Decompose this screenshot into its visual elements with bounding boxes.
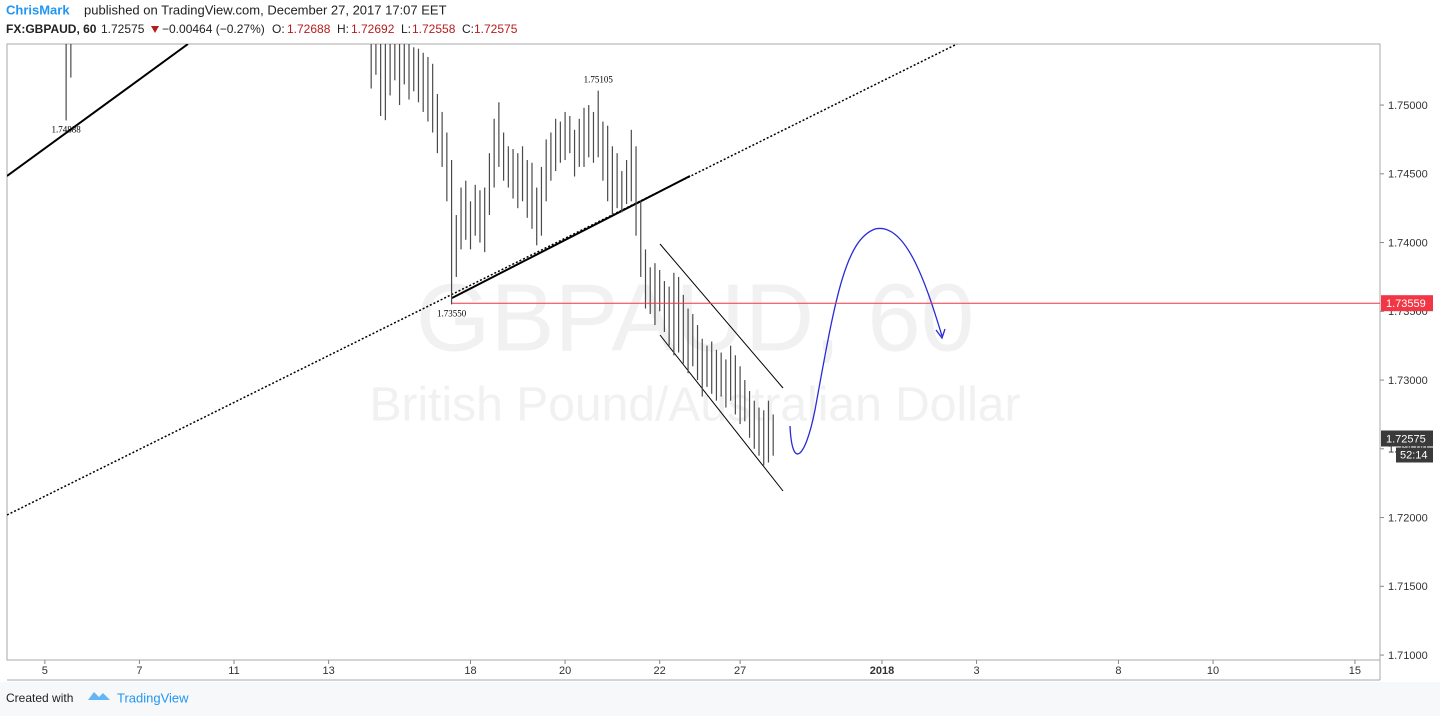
close-label: C: xyxy=(462,22,474,36)
brand-logo[interactable] xyxy=(88,692,110,700)
low-label: L: xyxy=(401,22,411,36)
watermark-sub: British Pound/Australian Dollar xyxy=(370,379,1021,432)
trend-line-dotted xyxy=(7,44,958,516)
x-tick-label: 15 xyxy=(1349,665,1361,677)
x-tick-label: 22 xyxy=(654,665,666,677)
change: −0.00464 (−0.27%) xyxy=(162,22,265,36)
high-label: H: xyxy=(337,22,349,36)
high: 1.72692 xyxy=(351,22,395,36)
x-tick-label: 11 xyxy=(228,665,239,677)
y-tick-label: 1.72000 xyxy=(1388,512,1428,524)
x-tick-label: 10 xyxy=(1207,665,1219,677)
open-label: O: xyxy=(272,22,285,36)
price-annotation: 1.74888 xyxy=(51,125,81,135)
trend-line xyxy=(7,44,189,177)
trend-line xyxy=(451,175,691,299)
y-tick-label: 1.75000 xyxy=(1388,100,1428,112)
open: 1.72688 xyxy=(287,22,331,36)
price-annotation: 1.75105 xyxy=(584,75,614,85)
x-tick-label: 7 xyxy=(136,665,142,677)
x-tick-label: 5 xyxy=(42,665,48,677)
x-tick-label: 3 xyxy=(974,665,980,677)
y-tick-label: 1.74000 xyxy=(1388,237,1428,249)
projection-arrow xyxy=(935,328,946,340)
x-tick-label: 27 xyxy=(734,665,746,677)
price-annotation: 1.73550 xyxy=(437,308,467,318)
countdown: 52:14 xyxy=(1400,449,1428,461)
level-tag xyxy=(1381,295,1433,312)
drawings xyxy=(7,44,958,516)
countdown-tag xyxy=(1396,447,1433,463)
channel-line xyxy=(659,243,784,389)
bars xyxy=(65,44,774,466)
price-tag xyxy=(1381,430,1433,447)
symbol: FX:GBPAUD, 60 xyxy=(6,22,97,36)
low: 1.72558 xyxy=(412,22,456,36)
last-price: 1.72575 xyxy=(101,22,145,36)
close: 1.72575 xyxy=(474,22,518,36)
channel-line xyxy=(659,334,784,492)
footer-text: Created with xyxy=(6,691,73,705)
x-tick-label: 20 xyxy=(559,665,571,677)
brand[interactable]: TradingView xyxy=(117,690,189,705)
footer-bg xyxy=(0,682,1440,716)
watermark: GBPAUD, 60 xyxy=(416,264,974,371)
x-tick-label: 8 xyxy=(1115,665,1121,677)
y-tick-label: 1.71000 xyxy=(1388,650,1428,662)
y-tick-label: 1.74500 xyxy=(1388,169,1428,181)
y-tick-label: 1.73000 xyxy=(1388,375,1428,387)
x-tick-label: 18 xyxy=(464,665,476,677)
down-arrow xyxy=(151,26,159,33)
level-label: 1.73559 xyxy=(1386,298,1426,310)
y-tick-label: 1.71500 xyxy=(1388,581,1428,593)
price-tag-label: 1.72575 xyxy=(1386,433,1426,445)
author[interactable]: ChrisMark xyxy=(6,2,70,17)
projection-curve xyxy=(789,227,943,455)
x-tick-label: 13 xyxy=(322,665,334,677)
published: published on TradingView.com, December 2… xyxy=(84,2,447,17)
x-tick-label: 2018 xyxy=(870,665,894,677)
